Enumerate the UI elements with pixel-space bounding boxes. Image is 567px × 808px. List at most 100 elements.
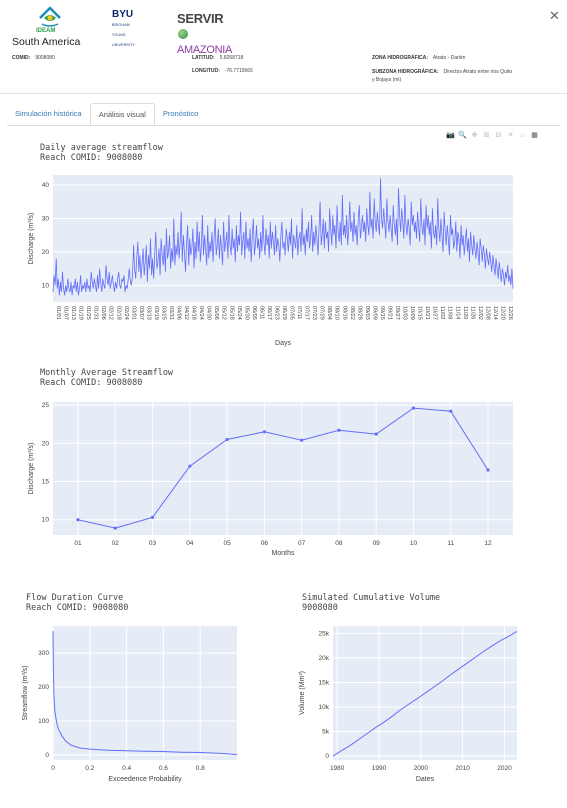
x-tick-label: 02/12 [108, 306, 114, 320]
x-tick-label: 03/25 [160, 306, 166, 320]
x-tick-label: 05/30 [243, 306, 249, 320]
x-tick-label: 12/02 [477, 306, 483, 320]
x-tick-label: 11/20 [462, 306, 468, 319]
close-icon[interactable]: ✕ [549, 8, 560, 23]
x-tick-label: 08 [335, 540, 343, 547]
camera-icon[interactable]: 📷 [446, 132, 455, 139]
x-tick-label: 10/03 [402, 306, 408, 320]
data-point [113, 526, 117, 530]
lat-label: LATITUD: [192, 55, 215, 61]
zoom-in-icon[interactable]: ⊞ [483, 132, 490, 139]
x-tick-label: 01/13 [70, 306, 76, 320]
lat-info: LATITUD: 5.8268718 [192, 55, 243, 61]
y-axis-label: Discharge (m³/s) [28, 443, 35, 495]
y-tick-label: 20 [42, 249, 50, 256]
x-tick-label: 09/03 [364, 306, 370, 320]
x-tick-label: 07/05 [289, 306, 295, 320]
comid-info: COMID: 9008080 [12, 55, 55, 61]
cumulative-chart-title-block: Simulated Cumulative Volume 9008080 [302, 593, 440, 613]
y-tick-label: 100 [38, 718, 49, 725]
x-tick-label: 09/09 [371, 306, 377, 320]
flow-duration-curve-chart[interactable]: 0 100 200 300 0 0.2 0.4 0.6 0.8 Exceedence Probab… [0, 620, 283, 788]
home-icon[interactable]: ⌂ [520, 132, 525, 139]
x-tick-label: 02/06 [100, 306, 106, 320]
pan-icon[interactable]: ✥ [471, 132, 478, 139]
x-tick-label: 12/20 [499, 306, 505, 320]
x-tick-label: 12/08 [484, 306, 490, 320]
data-point [76, 518, 80, 522]
header-divider [0, 93, 567, 94]
fdc-chart-title: Flow Duration Curve [26, 593, 124, 603]
x-tick-label: 03/01 [130, 306, 136, 320]
autoscale-icon[interactable]: ✕ [507, 132, 514, 139]
x-tick-label: 12/14 [492, 306, 498, 320]
x-tick-label: 05/06 [213, 306, 219, 320]
x-tick-label: 2020 [497, 765, 512, 772]
series-line [77, 407, 489, 529]
x-tick-label: 09/15 [379, 306, 385, 320]
x-tick-label: 07/29 [319, 306, 325, 320]
cumulative-volume-chart[interactable]: 0 5k 10k 15k 20k 25k 1980 1990 2000 2010 2020 Dates… [283, 620, 567, 788]
subzona-label: SUBZONA HIDROGRÁFICA: [372, 69, 439, 75]
tab-simulacion-historica[interactable]: Simulación histórica [15, 109, 82, 118]
x-tick-label: 0.2 [85, 765, 94, 772]
x-tick-label: 09 [373, 540, 381, 547]
series-line [332, 630, 518, 757]
x-tick-label: 2010 [455, 765, 470, 772]
x-tick-label: 10/27 [432, 306, 438, 320]
x-tick-label: 08/10 [334, 306, 340, 320]
table-icon[interactable]: ▦ [531, 132, 538, 139]
x-tick-label: 05/24 [236, 306, 242, 320]
monthly-chart-title: Monthly Average Streamflow [40, 368, 174, 378]
servir-logo: SERVIR AMAZONIA [177, 11, 232, 56]
data-point [411, 406, 416, 410]
y-tick-label: 25 [42, 402, 50, 409]
x-tick-label: 10/21 [424, 306, 430, 320]
y-tick-label: 20k [319, 655, 330, 662]
x-tick-label: 08/16 [341, 306, 347, 320]
tab-analisis-visual[interactable]: Análisis visual [89, 103, 155, 126]
comid-label: COMID: [12, 55, 31, 61]
x-tick-label: 01/25 [85, 306, 91, 320]
x-tick-label: 05/12 [221, 306, 227, 320]
x-tick-label: 1990 [372, 765, 387, 772]
x-tick-label: 06 [261, 540, 269, 547]
x-tick-label: 07/11 [296, 306, 302, 319]
x-tick-label: 01/01 [55, 306, 61, 320]
monthly-streamflow-chart[interactable]: 10 15 20 25 01 02 03 04 05 06 07 08 09 10 11 12 Months Di… [0, 395, 567, 560]
data-point [449, 409, 453, 413]
x-tick-label: 1980 [330, 765, 345, 772]
zoom-out-icon[interactable]: ⊟ [495, 132, 502, 139]
fdc-chart-title-block: Flow Duration Curve Reach COMID: 9008080 [26, 593, 128, 613]
y-tick-label: 200 [38, 684, 49, 691]
ideam-logo-icon [39, 6, 61, 27]
y-tick-label: 40 [42, 182, 50, 189]
y-axis-label: Streamflow (m³/s) [22, 665, 29, 720]
x-axis-label: Days [275, 340, 291, 347]
y-tick-label: 10 [42, 282, 50, 289]
x-tick-label: 09/21 [386, 306, 392, 320]
x-tick-label: 11/14 [454, 306, 460, 319]
x-tick-label: 06/29 [281, 306, 287, 320]
zoom-icon[interactable]: 🔍 [458, 132, 467, 139]
zona-value: Atrato - Darién [432, 55, 466, 61]
tab-pronostico[interactable]: Pronóstico [162, 109, 199, 118]
daily-chart-title: Daily average streamflow [40, 143, 163, 153]
data-point [262, 430, 266, 434]
y-tick-label: 15 [42, 478, 50, 485]
data-point [486, 468, 490, 472]
x-tick-label: 08/04 [326, 306, 332, 320]
plot-area [53, 175, 513, 302]
x-tick-label: 06/05 [251, 306, 257, 320]
plot-area [53, 402, 513, 535]
x-tick-label: 10/15 [417, 306, 423, 320]
y-axis-label: Discharge (m³/s) [28, 213, 35, 265]
x-tick-label: 11/02 [439, 306, 445, 319]
lon-value: -76.7719565 [224, 68, 253, 74]
byu-logo-text: BYU [112, 9, 134, 20]
x-tick-label: 04 [186, 540, 194, 547]
page-title: South America [12, 36, 81, 48]
y-tick-label: 20 [42, 440, 50, 447]
subzona-value-1: Directos Atrato entre ríos Quito [443, 69, 513, 75]
